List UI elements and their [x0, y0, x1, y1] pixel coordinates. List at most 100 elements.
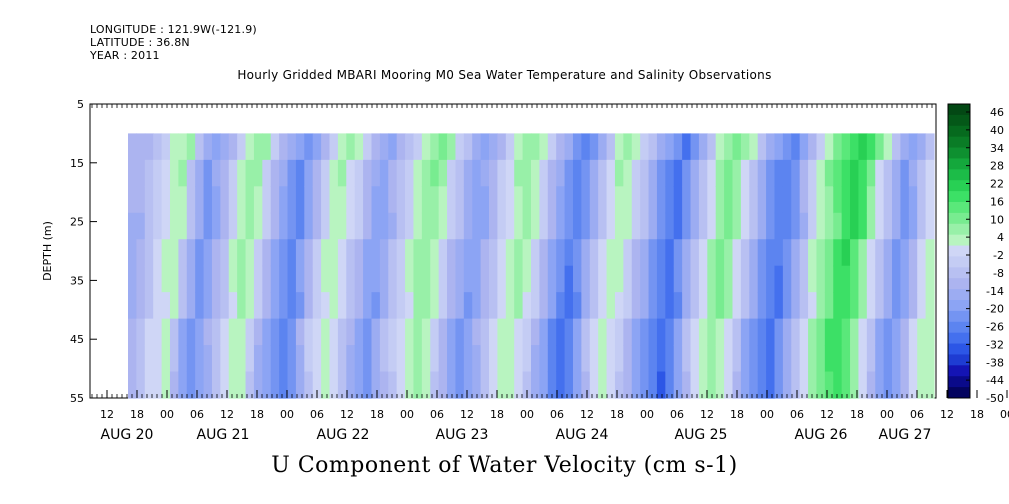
heatmap-cell — [144, 265, 154, 293]
heatmap-cell — [354, 212, 364, 240]
heatmap-cell — [480, 345, 490, 373]
heatmap-cell — [438, 133, 448, 161]
heatmap-cell — [472, 265, 482, 293]
heatmap-cell — [262, 292, 272, 320]
heatmap-cell — [782, 318, 792, 346]
heatmap-cell — [472, 371, 482, 399]
heatmap-cell — [564, 292, 574, 320]
heatmap-cell — [396, 265, 406, 293]
heatmap-cell — [245, 186, 255, 214]
heatmap-cell — [396, 239, 406, 267]
heatmap-cell — [556, 345, 566, 373]
x-hour-label: 12 — [940, 408, 954, 421]
heatmap-cell — [740, 345, 750, 373]
heatmap-cell — [766, 133, 776, 161]
colorbar-segment — [948, 376, 970, 388]
heatmap-cell — [354, 345, 364, 373]
heatmap-cell — [892, 212, 902, 240]
heatmap-cell — [321, 318, 331, 346]
heatmap-cell — [614, 186, 624, 214]
heatmap-cell — [547, 265, 557, 293]
heatmap-cell — [690, 133, 700, 161]
heatmap-cell — [253, 186, 263, 214]
heatmap-cell — [279, 292, 289, 320]
heatmap-cell — [648, 133, 658, 161]
heatmap-cell — [766, 186, 776, 214]
heatmap-cell — [295, 159, 305, 187]
heatmap-cell — [346, 292, 356, 320]
heatmap-cell — [505, 133, 515, 161]
heatmap-cell — [128, 318, 137, 346]
colorbar-segment — [948, 365, 970, 377]
heatmap-cell — [883, 292, 893, 320]
heatmap-cell — [463, 265, 473, 293]
heatmap-cell — [740, 159, 750, 187]
heatmap-cell — [279, 265, 289, 293]
heatmap-cell — [363, 239, 373, 267]
heatmap-cell — [774, 265, 784, 293]
heatmap-cell — [606, 186, 616, 214]
heatmap-cell — [858, 186, 868, 214]
heatmap-cell — [682, 292, 692, 320]
heatmap-cell — [673, 133, 683, 161]
heatmap-cell — [724, 212, 734, 240]
year-label: YEAR : 2011 — [90, 49, 160, 62]
heatmap-cell — [698, 371, 708, 399]
heatmap-cell — [295, 265, 305, 293]
heatmap-cell — [606, 212, 616, 240]
heatmap-cell — [724, 345, 734, 373]
heatmap-cell — [833, 212, 843, 240]
heatmap-cell — [430, 265, 440, 293]
heatmap-cell — [270, 318, 280, 346]
heatmap-cell — [497, 292, 507, 320]
heatmap-cell — [388, 159, 398, 187]
heatmap-cell — [858, 212, 868, 240]
heatmap-cell — [522, 345, 532, 373]
colorbar-segment — [948, 332, 970, 345]
heatmap-cell — [740, 292, 750, 320]
x-hour-label: 00 — [880, 408, 894, 421]
heatmap-cell — [766, 239, 776, 267]
heatmap-cell — [153, 345, 163, 373]
heatmap-cell — [564, 318, 574, 346]
heatmap-cell — [396, 133, 406, 161]
heatmap-cell — [405, 292, 415, 320]
heatmap-cell — [572, 239, 582, 267]
heatmap-cell — [791, 265, 801, 293]
heatmap-cell — [245, 239, 255, 267]
heatmap-cell — [287, 371, 297, 399]
heatmap-cell — [505, 318, 515, 346]
heatmap-cell — [505, 292, 515, 320]
heatmap-cell — [732, 186, 742, 214]
heatmap-cell — [371, 239, 381, 267]
colorbar-segment — [948, 354, 970, 366]
heatmap-cell — [169, 159, 179, 187]
heatmap-cell — [195, 159, 205, 187]
heatmap-cell — [421, 239, 431, 267]
heatmap-cell — [472, 318, 482, 346]
heatmap-cell — [640, 212, 650, 240]
heatmap-cell — [279, 318, 289, 346]
heatmap-cell — [220, 371, 230, 399]
heatmap-cell — [858, 133, 868, 161]
heatmap-cell — [128, 133, 137, 161]
heatmap-cell — [724, 371, 734, 399]
colorbar-label: 28 — [990, 160, 1004, 173]
heatmap-cell — [413, 159, 423, 187]
heatmap-cell — [237, 371, 247, 399]
heatmap-cell — [472, 212, 482, 240]
heatmap-cell — [648, 239, 658, 267]
heatmap-cell — [178, 318, 188, 346]
heatmap-cell — [732, 159, 742, 187]
heatmap-cell — [295, 318, 305, 346]
heatmap-cell — [925, 133, 935, 161]
heatmap-cell — [531, 371, 540, 399]
heatmap-cell — [304, 318, 314, 346]
heatmap-cell — [497, 371, 507, 399]
heatmap-cell — [707, 292, 717, 320]
heatmap-cell — [203, 292, 213, 320]
heatmap-cell — [866, 186, 876, 214]
x-hour-label: 00 — [520, 408, 534, 421]
heatmap-cell — [782, 133, 792, 161]
heatmap-cell — [455, 318, 465, 346]
